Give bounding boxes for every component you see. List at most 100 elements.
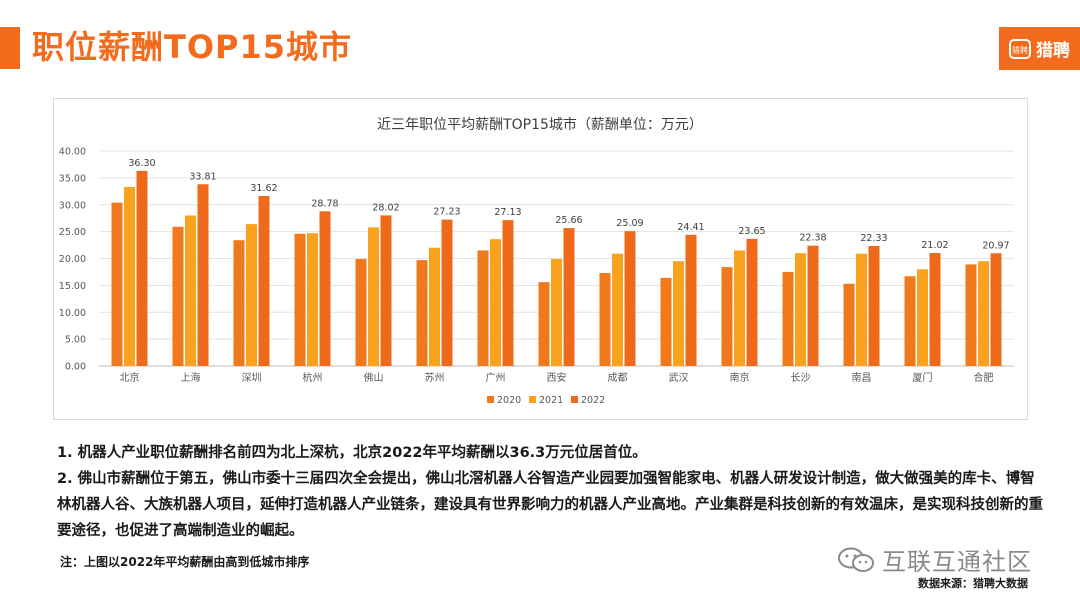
bar-2021 <box>185 215 196 366</box>
bar-2020 <box>416 260 428 366</box>
logo-text: 猎聘 <box>1036 41 1070 61</box>
data-label: 25.09 <box>616 218 643 229</box>
bar-2020 <box>782 271 794 366</box>
data-label: 27.23 <box>433 207 460 218</box>
x-tick-label: 上海 <box>181 371 201 384</box>
x-tick-label: 南京 <box>730 371 750 384</box>
bar-2021 <box>368 227 379 366</box>
bar-2020 <box>538 282 550 366</box>
liepin-logo: 猎聘 猎聘 <box>999 27 1080 70</box>
bar-2022 <box>136 170 148 366</box>
bar-2020 <box>172 226 184 366</box>
y-tick-label: 0.00 <box>65 362 86 373</box>
bar-2022 <box>685 234 697 366</box>
data-label: 20.97 <box>982 240 1009 251</box>
footnote: 注：上图以2022年平均薪酬由高到低城市排序 <box>60 555 310 569</box>
data-label: 23.65 <box>738 226 765 237</box>
x-tick-label: 成都 <box>608 372 628 384</box>
x-tick-label: 苏州 <box>425 371 445 384</box>
bar-2020 <box>111 202 123 366</box>
note-line-1: 1. 机器人产业职位薪酬排名前四为北上深杭，北京2022年平均薪酬以36.3万元… <box>57 445 647 461</box>
bar-2020 <box>904 276 916 366</box>
x-tick-label: 广州 <box>486 372 506 384</box>
x-tick-label: 西安 <box>547 371 567 384</box>
bar-2022 <box>624 231 636 366</box>
bar-2022 <box>197 184 209 366</box>
legend-swatch-2020 <box>487 396 494 403</box>
watermark: 互联互通社区 <box>836 542 1032 577</box>
note-line-2: 2. 佛山市薪酬位于第五，佛山市委十三届四次全会提出，佛山北滘机器人谷智造产业园… <box>57 471 1043 539</box>
salary-chart: 近三年职位平均薪酬TOP15城市（薪酬单位：万元） 0.00 5.00 10.00 1… <box>53 98 1028 420</box>
bar-2021 <box>429 247 440 366</box>
data-label: 21.02 <box>921 240 948 251</box>
y-tick-label: 15.00 <box>59 281 86 292</box>
bar-2021 <box>856 253 867 366</box>
wechat-icon <box>838 547 874 572</box>
data-label: 22.33 <box>860 233 887 244</box>
data-source: 数据来源：猎聘大数据 <box>918 577 1028 590</box>
data-label: 25.66 <box>555 215 582 226</box>
bar-2020 <box>843 283 855 366</box>
chart-svg: 近三年职位平均薪酬TOP15城市（薪酬单位：万元） 0.00 5.00 10.00 1… <box>59 116 1014 406</box>
data-label: 36.30 <box>128 158 155 169</box>
bar-2021 <box>795 253 806 366</box>
bar-2022 <box>746 238 758 366</box>
title-accent-bar <box>0 27 20 69</box>
x-tick-label: 厦门 <box>913 371 933 384</box>
y-tick-label: 35.00 <box>59 173 86 184</box>
bar-2020 <box>599 273 611 366</box>
bar-2022 <box>319 211 331 366</box>
bar-2021 <box>612 253 623 366</box>
x-tick-label: 佛山 <box>364 371 384 384</box>
bar-2020 <box>355 259 367 366</box>
bar-2020 <box>294 233 306 366</box>
bar-2020 <box>477 250 489 366</box>
bar-2022 <box>929 253 941 366</box>
bar-2022 <box>258 196 270 366</box>
watermark-text: 互联互通社区 <box>882 548 1032 576</box>
data-label: 31.62 <box>250 183 277 194</box>
bar-2021 <box>978 261 989 366</box>
bar-2021 <box>734 250 745 366</box>
bar-2021 <box>246 224 257 366</box>
data-label: 28.78 <box>311 198 338 209</box>
data-label: 22.38 <box>799 233 826 244</box>
y-tick-label: 30.00 <box>59 200 86 211</box>
data-label: 33.81 <box>189 171 216 182</box>
legend-swatch-2022 <box>571 396 578 403</box>
bar-2020 <box>721 267 733 366</box>
bar-2022 <box>380 215 392 366</box>
legend-label: 2021 <box>539 395 563 406</box>
y-tick-label: 40.00 <box>59 147 86 158</box>
bar-2022 <box>441 219 453 366</box>
legend-label: 2022 <box>581 395 605 406</box>
legend-label: 2020 <box>497 395 521 406</box>
x-tick-label: 深圳 <box>242 372 262 384</box>
y-tick-label: 5.00 <box>65 335 86 346</box>
x-tick-label: 杭州 <box>303 371 323 384</box>
x-tick-label: 合肥 <box>974 371 994 384</box>
bar-2021 <box>551 259 562 366</box>
bar-2021 <box>307 233 318 366</box>
x-tick-label: 武汉 <box>669 371 689 384</box>
y-tick-label: 20.00 <box>59 254 86 265</box>
x-tick-label: 长沙 <box>791 372 811 384</box>
bar-2020 <box>660 277 672 366</box>
x-tick-label: 北京 <box>120 371 140 384</box>
bar-2022 <box>502 220 514 366</box>
y-tick-label: 10.00 <box>59 308 86 319</box>
bar-2020 <box>965 264 977 366</box>
bar-2022 <box>563 228 575 366</box>
data-label: 28.02 <box>372 202 399 213</box>
legend-swatch-2021 <box>529 396 536 403</box>
data-label: 27.13 <box>494 207 521 218</box>
x-tick-label: 南昌 <box>852 371 872 384</box>
bar-2021 <box>124 187 135 366</box>
bar-2021 <box>490 239 501 366</box>
bar-2020 <box>233 240 245 366</box>
bar-2022 <box>868 245 880 366</box>
bar-2022 <box>807 245 819 366</box>
bar-2021 <box>917 269 928 366</box>
page-title: 职位薪酬TOP15城市 <box>32 28 353 66</box>
notes: 1. 机器人产业职位薪酬排名前四为北上深杭，北京2022年平均薪酬以36.3万元… <box>57 440 1047 544</box>
